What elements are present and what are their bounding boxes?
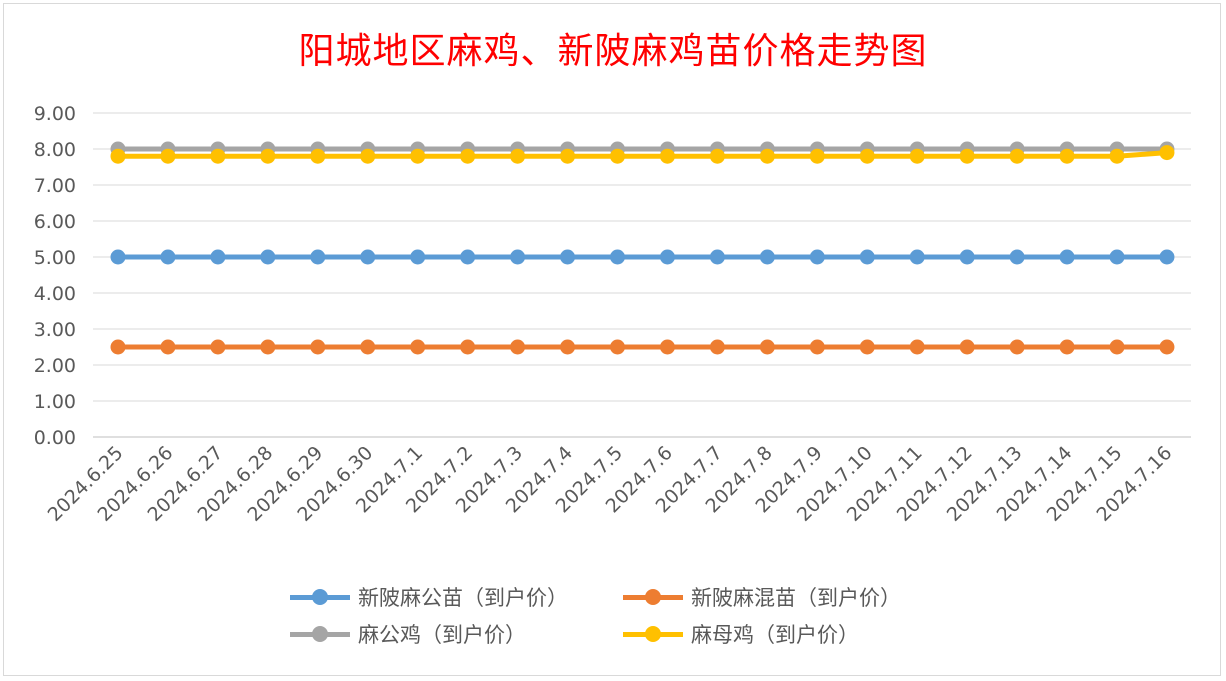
data-point (560, 148, 576, 164)
data-point (160, 148, 176, 164)
data-point (210, 249, 226, 265)
data-point (560, 249, 576, 265)
data-point (909, 148, 925, 164)
data-point (709, 339, 725, 355)
data-point (759, 249, 775, 265)
data-point (510, 249, 526, 265)
data-point (1159, 145, 1175, 161)
y-tick-label: 2.00 (34, 355, 76, 377)
data-point (1059, 339, 1075, 355)
chart-frame (3, 3, 1221, 676)
series-2 (110, 339, 1175, 355)
data-point (1009, 339, 1025, 355)
data-point (1059, 148, 1075, 164)
data-point (510, 148, 526, 164)
legend-item-series-4: 麻母鸡（到户价） (623, 619, 859, 649)
data-point (659, 249, 675, 265)
data-point (410, 339, 426, 355)
y-axis-ticks: 0.00 1.00 2.00 3.00 4.00 5.00 6.00 7.00 8.00 9.00 (34, 103, 76, 449)
data-point (460, 249, 476, 265)
data-point (260, 249, 276, 265)
data-point (360, 339, 376, 355)
series-lines (110, 141, 1175, 355)
data-point (1009, 249, 1025, 265)
data-point (759, 339, 775, 355)
series-1 (110, 249, 1175, 265)
data-point (809, 249, 825, 265)
y-tick-label: 7.00 (34, 175, 76, 197)
data-point (959, 339, 975, 355)
legend-item-series-2: 新陂麻混苗（到户价） (623, 582, 901, 612)
data-point (460, 148, 476, 164)
data-point (659, 339, 675, 355)
legend-swatch-4 (623, 619, 683, 649)
data-point (1009, 148, 1025, 164)
data-point (809, 339, 825, 355)
data-point (410, 148, 426, 164)
data-point (110, 339, 126, 355)
data-point (1159, 249, 1175, 265)
data-point (709, 249, 725, 265)
data-point (859, 148, 875, 164)
series-4 (110, 145, 1175, 164)
data-point (310, 249, 326, 265)
data-point (360, 249, 376, 265)
data-point (160, 339, 176, 355)
data-point (1159, 339, 1175, 355)
data-point (310, 339, 326, 355)
data-point (210, 339, 226, 355)
y-tick-label: 4.00 (34, 283, 76, 305)
legend-item-series-1: 新陂麻公苗（到户价） (290, 582, 568, 612)
data-point (610, 148, 625, 164)
legend-swatch-2 (623, 582, 683, 612)
y-tick-label: 5.00 (34, 247, 76, 269)
data-point (1059, 249, 1075, 265)
data-point (260, 339, 276, 355)
data-point (160, 249, 176, 265)
data-point (610, 249, 625, 265)
gridlines (93, 112, 1191, 438)
y-tick-label: 0.00 (34, 427, 76, 449)
legend-swatch-1 (290, 582, 350, 612)
data-point (909, 339, 925, 355)
data-point (859, 249, 875, 265)
data-point (210, 148, 226, 164)
y-tick-label: 1.00 (34, 391, 76, 413)
data-point (610, 339, 625, 355)
y-tick-label: 6.00 (34, 211, 76, 233)
data-point (709, 148, 725, 164)
data-point (1109, 148, 1125, 164)
data-point (110, 249, 126, 265)
data-point (310, 148, 326, 164)
data-point (1109, 249, 1125, 265)
legend-swatch-3 (290, 619, 350, 649)
data-point (659, 148, 675, 164)
legend-label-1: 新陂麻公苗（到户价） (358, 586, 568, 610)
legend-label-2: 新陂麻混苗（到户价） (691, 586, 901, 610)
data-point (959, 249, 975, 265)
chart-title: 阳城地区麻鸡、新陂麻鸡苗价格走势图 (298, 31, 928, 72)
y-tick-label: 3.00 (34, 319, 76, 341)
data-point (360, 148, 376, 164)
x-axis-ticks: 2024.6.252024.6.262024.6.272024.6.282024… (44, 442, 1177, 526)
data-point (1109, 339, 1125, 355)
data-point (759, 148, 775, 164)
data-point (410, 249, 426, 265)
data-point (510, 339, 526, 355)
y-tick-label: 8.00 (34, 139, 76, 161)
legend-item-series-3: 麻公鸡（到户价） (290, 619, 526, 649)
data-point (260, 148, 276, 164)
data-point (859, 339, 875, 355)
data-point (809, 148, 825, 164)
y-tick-label: 9.00 (34, 103, 76, 125)
legend-label-4: 麻母鸡（到户价） (691, 623, 859, 647)
data-point (959, 148, 975, 164)
data-point (909, 249, 925, 265)
data-point (110, 148, 126, 164)
data-point (560, 339, 576, 355)
legend-label-3: 麻公鸡（到户价） (358, 623, 526, 647)
data-point (460, 339, 476, 355)
series-line (115, 150, 1170, 159)
